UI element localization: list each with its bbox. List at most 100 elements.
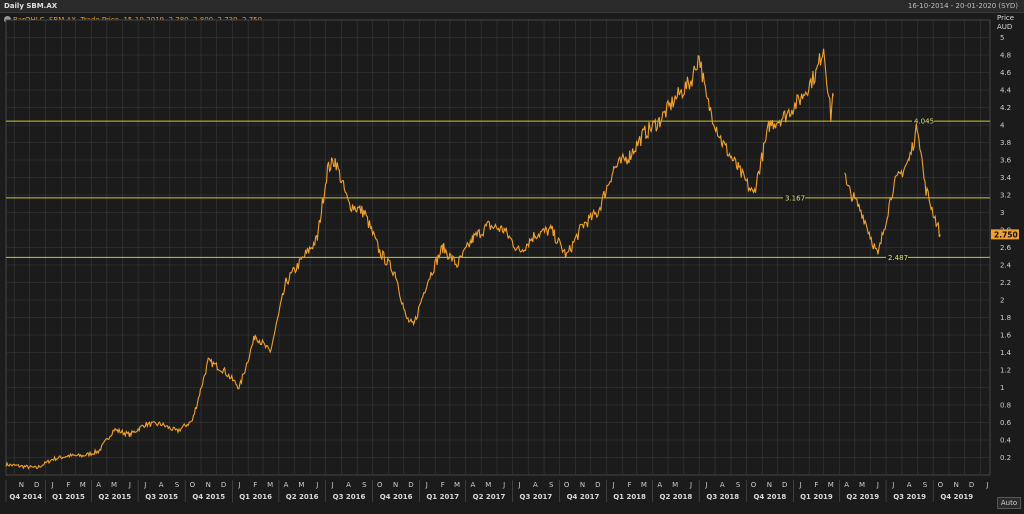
x-quarter-label: Q4 2015 — [192, 493, 225, 501]
y-tick-label: 3.4 — [1000, 174, 1012, 182]
x-quarter-label: Q4 2016 — [380, 493, 413, 501]
title-bar: Daily SBM.AX 16-10-2014 - 20-01-2020 (SY… — [0, 0, 1024, 13]
y-tick-label: 5 — [1000, 34, 1004, 42]
currency-label: AUD — [997, 23, 1013, 31]
x-month-label: F — [66, 481, 70, 489]
y-tick-label: 0.8 — [1000, 402, 1011, 410]
x-quarter-label: Q3 2018 — [706, 493, 739, 501]
x-month-label: A — [907, 481, 912, 489]
y-tick-label: 0.4 — [1000, 437, 1012, 445]
x-quarter-label: Q3 2016 — [333, 493, 366, 501]
x-quarter-label: Q2 2016 — [286, 493, 319, 501]
level-label: 2.487 — [888, 254, 908, 262]
x-month-label: F — [628, 481, 632, 489]
x-month-label: S — [362, 481, 367, 489]
y-tick-label: 1.6 — [1000, 332, 1012, 340]
y-tick-label: 1.2 — [1000, 367, 1011, 375]
x-month-label: N — [393, 481, 398, 489]
x-month-label: M — [485, 481, 491, 489]
x-month-label: J — [425, 481, 428, 489]
x-month-label: D — [969, 481, 974, 489]
y-tick-label: 3.6 — [1000, 157, 1012, 165]
x-month-label: D — [408, 481, 413, 489]
x-month-label: M — [80, 481, 86, 489]
x-month-label: J — [51, 481, 54, 489]
x-month-label: J — [315, 481, 318, 489]
x-month-label: J — [143, 481, 146, 489]
x-month-label: M — [828, 481, 834, 489]
y-tick-label: 2.4 — [1000, 262, 1012, 270]
y-tick-label: 3.2 — [1000, 192, 1011, 200]
x-month-label: O — [751, 481, 757, 489]
x-month-label: M — [111, 481, 117, 489]
x-month-label: S — [736, 481, 741, 489]
x-month-label: N — [767, 481, 772, 489]
x-month-label: A — [844, 481, 849, 489]
y-tick-label: 4.6 — [1000, 69, 1012, 77]
x-month-label: D — [221, 481, 226, 489]
x-month-label: N — [954, 481, 959, 489]
x-quarter-label: Q2 2017 — [473, 493, 506, 501]
x-quarter-label: Q1 2015 — [52, 493, 85, 501]
x-month-label: M — [859, 481, 865, 489]
x-month-label: J — [502, 481, 505, 489]
x-quarter-label: Q2 2018 — [660, 493, 693, 501]
x-month-label: J — [985, 481, 988, 489]
level-label: 3.167 — [785, 194, 805, 202]
x-quarter-label: Q4 2014 — [9, 493, 42, 501]
x-month-label: J — [517, 481, 520, 489]
x-month-label: O — [564, 481, 570, 489]
x-month-label: D — [782, 481, 787, 489]
x-quarter-label: Q3 2015 — [145, 493, 178, 501]
x-month-label: S — [549, 481, 554, 489]
x-month-label: F — [253, 481, 257, 489]
price-series-line — [5, 48, 941, 470]
x-month-label: A — [471, 481, 476, 489]
level-label-bg — [783, 193, 805, 202]
level-label-bg — [912, 117, 934, 126]
last-price-tag — [991, 229, 1019, 240]
x-month-label: O — [190, 481, 196, 489]
x-month-label: M — [672, 481, 678, 489]
x-month-label: M — [267, 481, 273, 489]
x-month-label: F — [441, 481, 445, 489]
y-tick-label: 4.8 — [1000, 52, 1011, 60]
x-month-label: A — [284, 481, 289, 489]
x-month-label: N — [206, 481, 211, 489]
x-month-label: S — [175, 481, 180, 489]
x-quarter-label: Q1 2019 — [800, 493, 833, 501]
y-tick-label: 0.2 — [1000, 454, 1011, 462]
x-month-label: J — [876, 481, 879, 489]
x-month-label: J — [128, 481, 131, 489]
level-label-bg — [886, 253, 908, 262]
x-month-label: O — [938, 481, 944, 489]
price-axis-header: Price AUD — [997, 14, 1014, 32]
x-month-label: J — [612, 481, 615, 489]
x-month-label: J — [331, 481, 334, 489]
x-month-label: J — [704, 481, 707, 489]
x-month-label: A — [720, 481, 725, 489]
x-month-label: J — [799, 481, 802, 489]
x-quarter-label: Q2 2019 — [846, 493, 879, 501]
x-month-label: A — [657, 481, 662, 489]
x-month-label: A — [533, 481, 538, 489]
x-quarter-label: Q1 2017 — [426, 493, 459, 501]
date-range: 16-10-2014 - 20-01-2020 (SYD) — [907, 2, 1018, 10]
x-quarter-label: Q4 2018 — [753, 493, 786, 501]
auto-scale-button[interactable]: Auto — [997, 497, 1021, 509]
x-month-label: M — [641, 481, 647, 489]
x-month-label: J — [891, 481, 894, 489]
x-month-label: N — [19, 481, 24, 489]
x-quarter-label: Q4 2019 — [940, 493, 973, 501]
x-quarter-label: Q3 2019 — [893, 493, 926, 501]
x-month-label: M — [454, 481, 460, 489]
x-quarter-label: Q1 2016 — [239, 493, 272, 501]
x-quarter-label: Q1 2018 — [613, 493, 646, 501]
level-label: 4.045 — [914, 118, 934, 126]
last-price-label: 2.750 — [994, 230, 1018, 239]
x-quarter-label: Q2 2015 — [98, 493, 131, 501]
x-month-label: O — [377, 481, 383, 489]
y-tick-label: 4 — [1000, 122, 1005, 130]
